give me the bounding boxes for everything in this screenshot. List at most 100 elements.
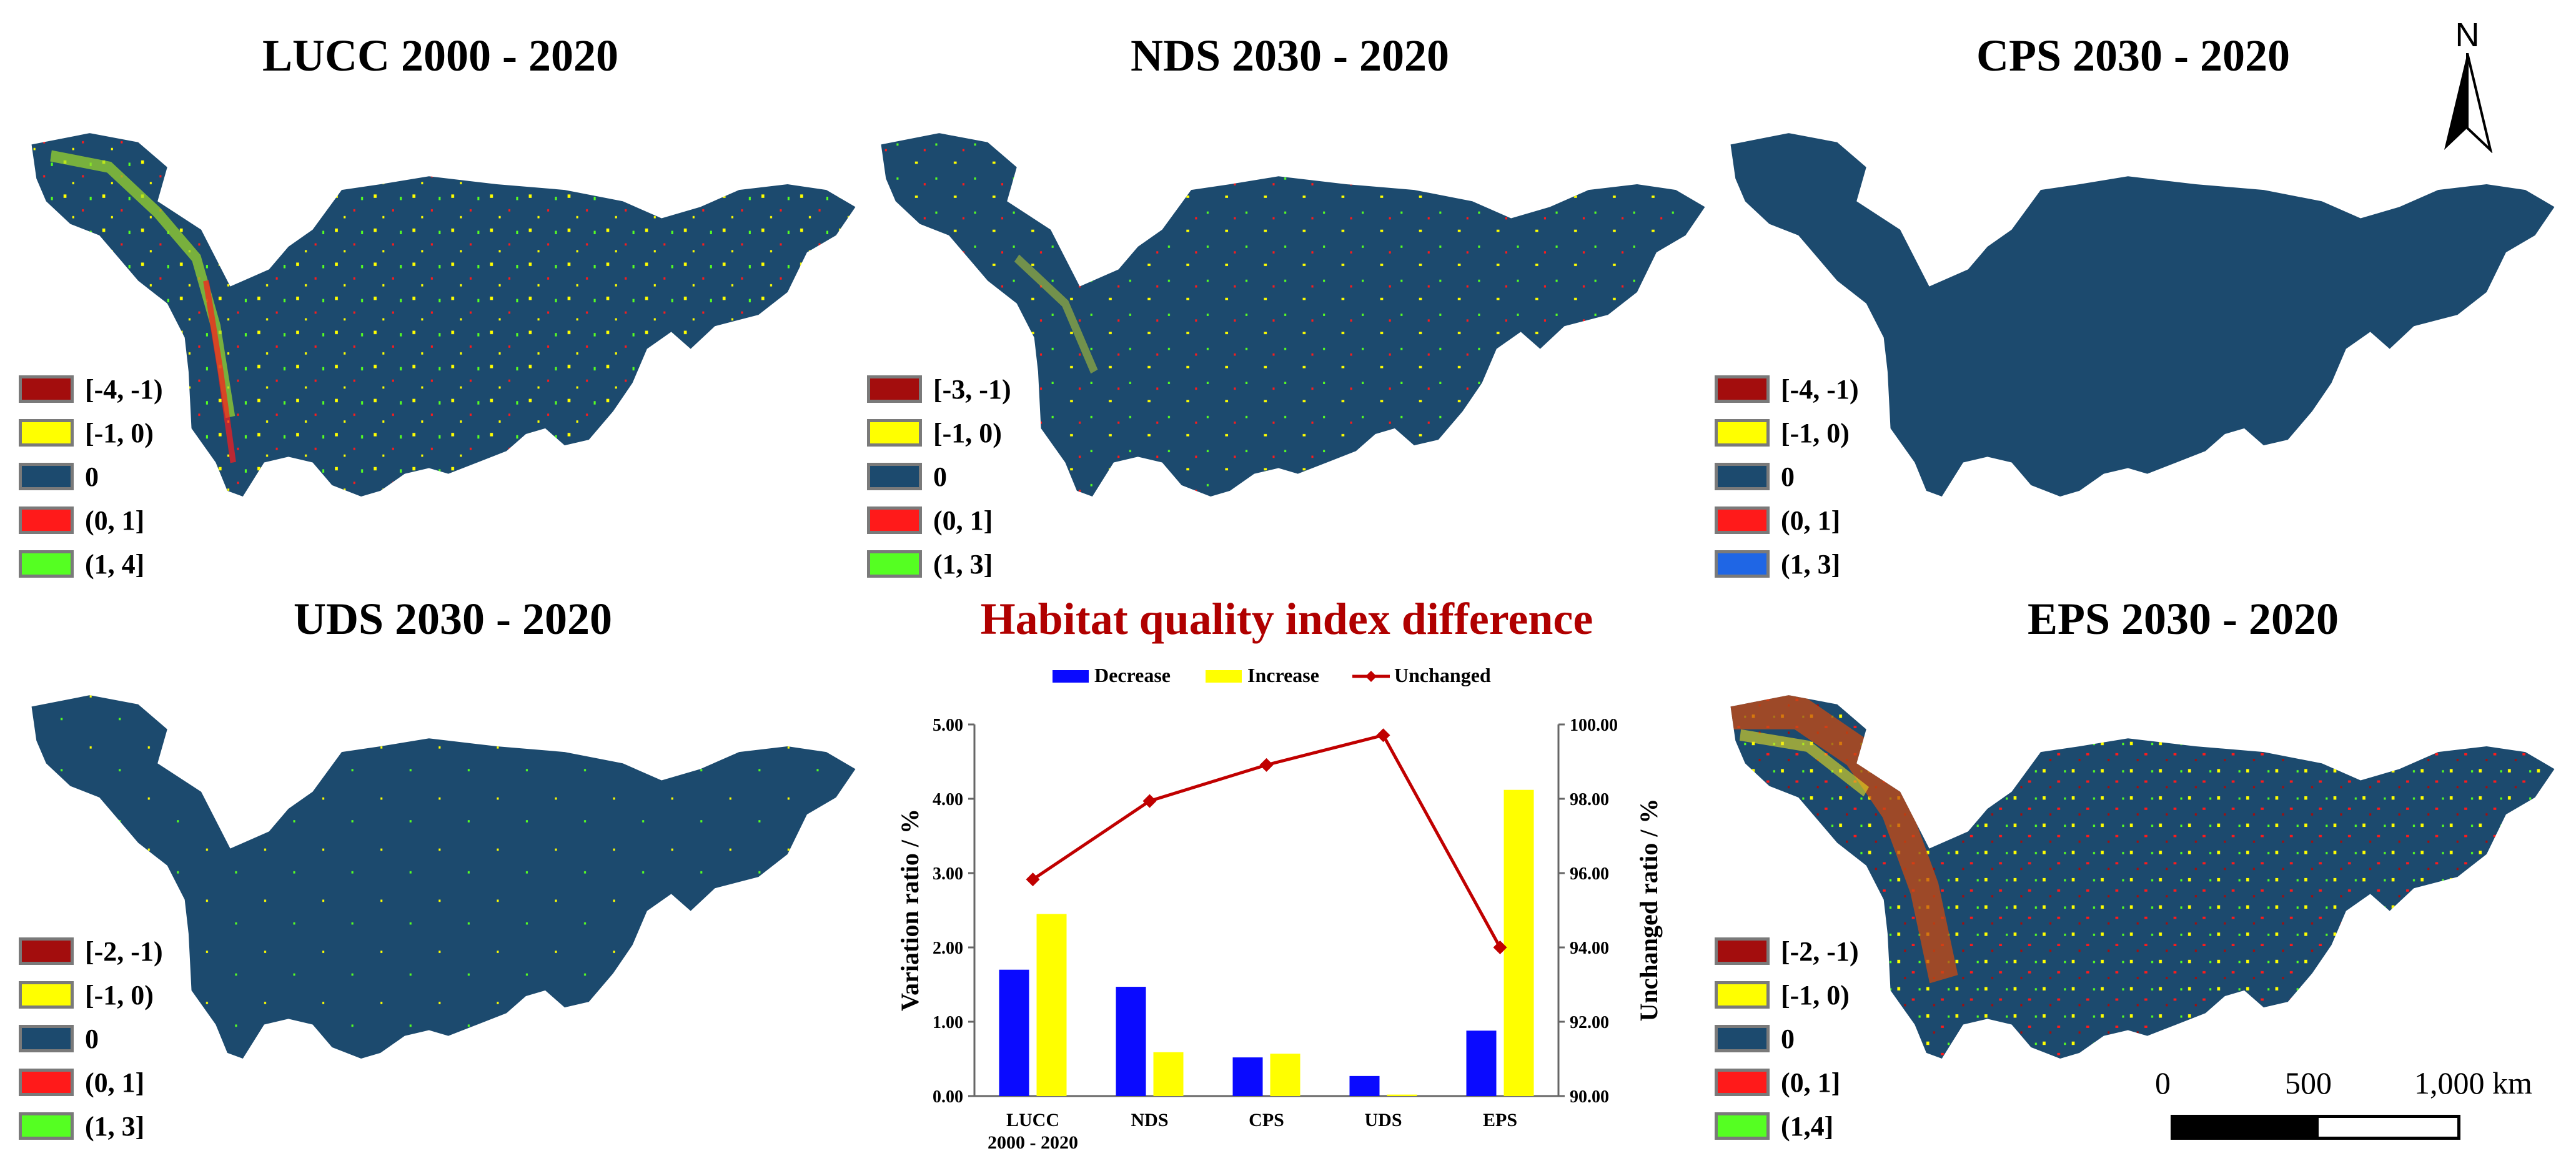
legend-swatch xyxy=(1715,1025,1770,1052)
y-tick-label-right: 98.00 xyxy=(1570,790,1609,809)
map-uds xyxy=(31,695,856,1059)
x-tick-label: 2000 - 2020 xyxy=(988,1132,1078,1153)
legend-swatch xyxy=(1715,506,1770,534)
panel-title-cps: CPS 2030 - 2020 xyxy=(1976,31,2290,81)
legend-label: 0 xyxy=(933,461,947,492)
legend-lucc: [-4, -1) [-1, 0) 0 (0, 1] (1, 4] xyxy=(19,367,163,586)
point-unchanged xyxy=(1259,758,1274,772)
legend-item: 0 xyxy=(19,1017,163,1060)
scale-label-1000: 1,000 km xyxy=(2414,1065,2532,1100)
legend-item: [-2, -1) xyxy=(19,929,163,973)
legend-marker-unchanged xyxy=(1365,671,1377,682)
legend-label-decrease: Decrease xyxy=(1094,664,1171,686)
legend-label: (0, 1] xyxy=(85,1067,145,1098)
map-nds xyxy=(881,133,1705,497)
y-tick-label-left: 1.00 xyxy=(933,1013,963,1032)
legend-item: (1, 3] xyxy=(1715,542,1859,586)
legend-item: [-1, 0) xyxy=(1715,411,1859,455)
legend-swatch xyxy=(1715,463,1770,490)
legend-label: 0 xyxy=(1781,461,1795,492)
legend-item: [-1, 0) xyxy=(19,973,163,1017)
legend-swatch xyxy=(1715,1069,1770,1096)
scale-bar-white xyxy=(2316,1115,2460,1140)
scale-bar-black xyxy=(2171,1115,2316,1140)
legend-label: (1, 4] xyxy=(85,548,145,580)
legend-label: [-3, -1) xyxy=(933,373,1011,405)
north-arrow-icon xyxy=(2444,53,2493,153)
legend-item: [-1, 0) xyxy=(867,411,1011,455)
x-tick-label: LUCC xyxy=(1006,1110,1059,1130)
bar-increase xyxy=(1153,1052,1184,1096)
y-tick-label-right: 94.00 xyxy=(1570,939,1609,958)
legend-label: (0, 1] xyxy=(1781,1067,1841,1098)
scale-label-500: 500 xyxy=(2285,1065,2332,1100)
legend-label: 0 xyxy=(85,461,99,492)
legend-label: [-1, 0) xyxy=(85,979,154,1010)
legend-swatch xyxy=(1715,937,1770,965)
legend-item: (0, 1] xyxy=(1715,498,1859,542)
legend-label: [-1, 0) xyxy=(1781,979,1850,1010)
legend-nds: [-3, -1) [-1, 0) 0 (0, 1] (1, 3] xyxy=(867,367,1011,586)
scale-bar: 0 500 1,000 km xyxy=(2149,1065,2532,1152)
legend-label: (1, 3] xyxy=(933,548,993,580)
legend-label-increase: Increase xyxy=(1247,664,1319,686)
legend-swatch xyxy=(19,550,74,578)
legend-swatch xyxy=(867,550,922,578)
legend-swatch xyxy=(19,1069,74,1096)
legend-swatch xyxy=(1715,1112,1770,1140)
y-tick-label-right: 90.00 xyxy=(1570,1087,1609,1107)
point-unchanged xyxy=(1376,728,1390,743)
legend-swatch xyxy=(19,937,74,965)
bar-decrease xyxy=(999,969,1029,1096)
legend-label: 0 xyxy=(85,1023,99,1054)
y-tick-label-left: 4.00 xyxy=(933,790,963,809)
north-arrow: N xyxy=(2433,16,2502,153)
y-axis-label-right: Unchanged ratio / % xyxy=(1635,799,1663,1022)
legend-swatch xyxy=(867,463,922,490)
legend-label: (0, 1] xyxy=(85,505,145,536)
legend-item: 0 xyxy=(19,455,163,498)
legend-item: [-1, 0) xyxy=(19,411,163,455)
legend-swatch xyxy=(1715,550,1770,578)
bar-increase xyxy=(1387,1094,1417,1096)
legend-item: [-1, 0) xyxy=(1715,973,1859,1017)
point-unchanged xyxy=(1026,872,1040,887)
legend-label: [-4, -1) xyxy=(1781,373,1859,405)
bar-increase xyxy=(1036,914,1067,1096)
x-tick-label: CPS xyxy=(1249,1110,1284,1130)
bar-increase xyxy=(1270,1054,1300,1096)
legend-swatch xyxy=(19,375,74,403)
y-tick-label-right: 100.00 xyxy=(1570,716,1618,735)
chart-legend: Decrease Increase Unchanged xyxy=(1053,664,1491,686)
panel-title-nds: NDS 2030 - 2020 xyxy=(1130,31,1449,81)
legend-label: [-2, -1) xyxy=(85,936,163,967)
legend-eps: [-2, -1) [-1, 0) 0 (0, 1] (1,4] xyxy=(1715,929,1859,1148)
scale-label-0: 0 xyxy=(2155,1065,2171,1100)
legend-item: (0, 1] xyxy=(19,498,163,542)
legend-swatch xyxy=(19,506,74,534)
legend-label: (1,4] xyxy=(1781,1110,1834,1142)
chart-marks: 0.00 1.00 2.00 3.00 4.00 5.00 90.00 92.00 94.00 9… xyxy=(933,716,1618,1153)
legend-swatch xyxy=(19,1112,74,1140)
legend-item: (1, 3] xyxy=(19,1104,163,1148)
legend-item: (1, 3] xyxy=(867,542,1011,586)
legend-cps: [-4, -1) [-1, 0) 0 (0, 1] (1, 3] xyxy=(1715,367,1859,586)
legend-item: (0, 1] xyxy=(867,498,1011,542)
legend-item: (1, 4] xyxy=(19,542,163,586)
y-tick-label-right: 96.00 xyxy=(1570,864,1609,884)
panel-title-lucc: LUCC 2000 - 2020 xyxy=(262,31,618,81)
chart-title: Habitat quality index difference xyxy=(980,594,1593,644)
point-unchanged xyxy=(1493,941,1507,954)
legend-label: 0 xyxy=(1781,1023,1795,1054)
x-tick-label: UDS xyxy=(1364,1110,1402,1130)
north-label: N xyxy=(2455,16,2480,54)
legend-swatch xyxy=(1715,981,1770,1009)
bar-decrease xyxy=(1466,1030,1497,1096)
habitat-chart: Decrease Increase Unchanged Variation ra… xyxy=(896,664,1663,1153)
legend-swatch xyxy=(19,463,74,490)
legend-item: [-2, -1) xyxy=(1715,929,1859,973)
legend-label: [-2, -1) xyxy=(1781,936,1859,967)
bar-decrease xyxy=(1232,1057,1263,1096)
y-tick-label-left: 2.00 xyxy=(933,939,963,958)
y-tick-label-right: 92.00 xyxy=(1570,1013,1609,1032)
